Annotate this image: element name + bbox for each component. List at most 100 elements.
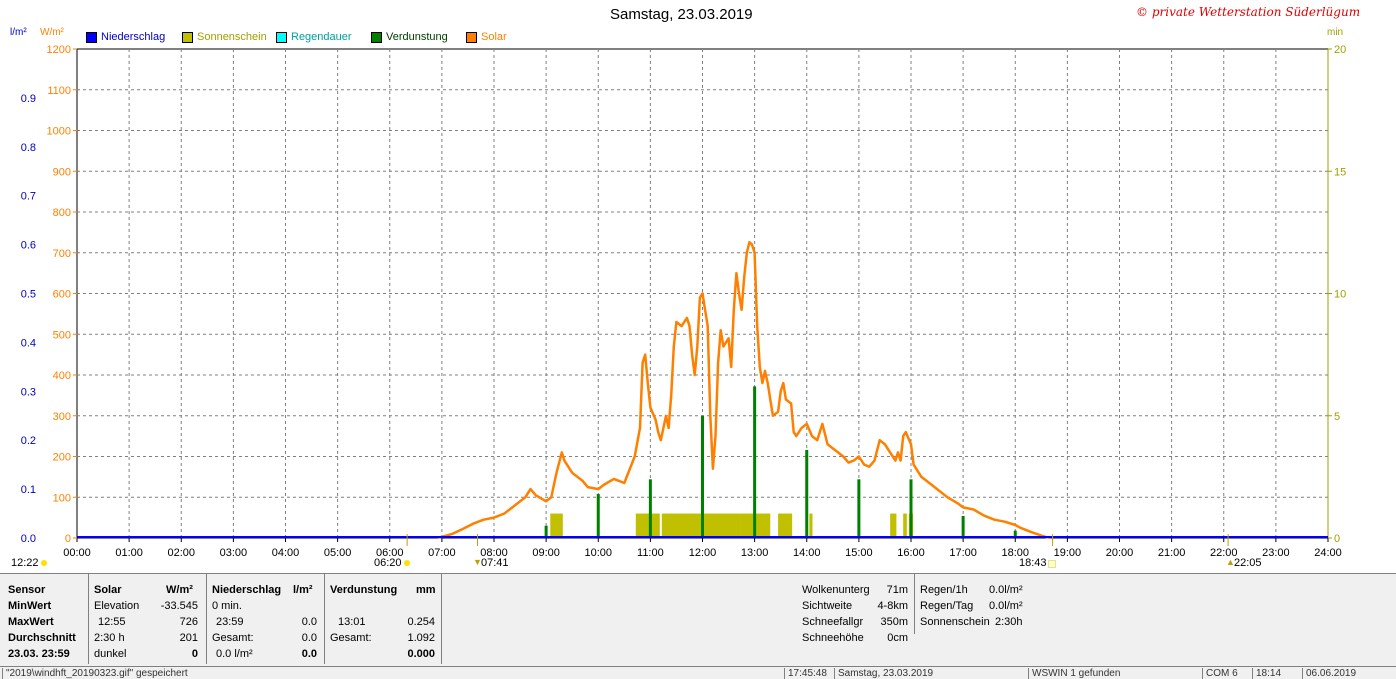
y-tick-label-solar: 1200 [47, 44, 71, 56]
y-tick-label-solar: 900 [53, 166, 71, 178]
x-tick-label: 15:00 [845, 547, 873, 559]
legend-swatch-verdunstung [371, 31, 382, 43]
extra-value-snowline: 350m [880, 616, 908, 628]
event-left-marker [41, 560, 47, 566]
y-tick-label-solar: 600 [53, 289, 71, 301]
rain-extra-label-day: Regen/Tag [920, 600, 974, 612]
y-tick-label-rain: 0.9 [21, 93, 36, 105]
event-sunset: 18:43 [1019, 557, 1047, 569]
x-tick-label: 01:00 [115, 547, 143, 559]
y-tick-label-solar: 1000 [47, 126, 71, 138]
rain-extra-value-day: 0.0l/m² [989, 600, 1023, 612]
evaporation-bar [805, 449, 809, 538]
row-label-avg: Durchschnitt [8, 632, 76, 644]
status-port: COM 6 [1202, 668, 1252, 679]
y-tick-label-rain: 0.0 [21, 533, 36, 545]
event-left-time: 12:22 [11, 557, 39, 569]
x-tick-label: 06:00 [376, 547, 404, 559]
sunshine-bar [778, 513, 793, 538]
event-right-time: 22:05 [1234, 557, 1262, 569]
rain-axis-unit: l/m² [10, 27, 27, 38]
status-bar: "2019\windhft_20190323.gif" gespeichert … [0, 666, 1396, 679]
sunset-marker [1048, 560, 1056, 568]
solar-series-line [436, 240, 1052, 540]
legend-regendauer: Regendauer [276, 31, 352, 43]
evaporation-bar [961, 515, 965, 538]
y-tick-label-rain: 0.7 [21, 191, 36, 203]
evaporation-bar [857, 479, 861, 538]
y-tick-label-solar: 800 [53, 207, 71, 219]
status-date: Samstag, 23.03.2019 [834, 668, 1028, 679]
x-tick-label: 05:00 [324, 547, 352, 559]
y-tick-label-rain: 0.8 [21, 142, 36, 154]
x-tick-label: 20:00 [1106, 547, 1134, 559]
max-solar-time: 12:55 [98, 616, 126, 628]
sunshine-bar [809, 513, 813, 538]
extra-value-cloudbase: 71m [886, 584, 908, 596]
legend-solar: Solar [466, 31, 507, 43]
y-tick-label-minutes: 0 [1334, 533, 1340, 545]
event-daylight-start: 07:41 [481, 557, 509, 569]
extra-value-snowdepth: 0cm [887, 632, 908, 644]
weather-chart: 00:00 01:00 02:00 03:00 04:00 05:00 06:00 07:00… [21, 44, 1347, 559]
y-tick-label-solar: 500 [53, 329, 71, 341]
x-tick-label: 02:00 [167, 547, 195, 559]
x-tick-label: 16:00 [897, 547, 925, 559]
row-label-max: MaxWert [8, 616, 54, 628]
status-clock: 18:14 [1252, 668, 1302, 679]
current-solar-value: 0 [191, 648, 198, 660]
x-tick-label: 14:00 [793, 547, 821, 559]
current-rain-value: 0.0 [301, 648, 317, 660]
max-rain-time: 23:59 [216, 616, 244, 628]
y-tick-label-solar: 200 [53, 452, 71, 464]
event-sunrise: 06:20 [374, 557, 402, 569]
extra-value-visibility: 4-8km [877, 600, 908, 612]
header-solar-unit: W/m² [166, 584, 193, 596]
legend-label-regendauer: Regendauer [291, 31, 352, 43]
x-tick-label: 13:00 [741, 547, 769, 559]
right-time-marker-icon: ▲ [1226, 557, 1235, 567]
x-tick-label: 23:00 [1262, 547, 1290, 559]
header-rain-unit: l/m² [293, 584, 313, 596]
header-evap: Verdunstung [330, 584, 398, 596]
evaporation-bar [544, 525, 548, 538]
rain-extra-label-hour: Regen/1h [920, 584, 968, 596]
legend-swatch-regendauer [276, 31, 287, 43]
minutes-axis-unit: min [1327, 27, 1344, 38]
stats-panel: Sensor Solar W/m² Niederschlag l/m² Verd… [0, 573, 1396, 666]
panel-divider-3 [324, 574, 325, 664]
legend-verdunstung: Verdunstung [371, 31, 448, 43]
y-tick-label-solar: 700 [53, 248, 71, 260]
y-tick-label-solar: 100 [53, 492, 71, 504]
x-tick-label: 24:00 [1314, 547, 1342, 559]
panel-divider-4 [441, 574, 442, 664]
sunrise-marker [404, 560, 410, 566]
y-tick-label-solar: 400 [53, 370, 71, 382]
row-label-current: 23.03. 23:59 [8, 648, 70, 660]
max-solar-value: 726 [179, 616, 198, 628]
status-wswin: WSWIN 1 gefunden [1028, 668, 1202, 679]
y-tick-label-rain: 0.1 [21, 484, 36, 496]
x-tick-label: 10:00 [584, 547, 612, 559]
evaporation-bar [909, 479, 913, 538]
rain-extra-value-sunshine: 2:30h [995, 616, 1023, 628]
y-tick-label-rain: 0.4 [21, 337, 36, 349]
panel-divider-5 [914, 574, 915, 634]
legend-niederschlag: Niederschlag [86, 31, 165, 43]
panel-divider-2 [206, 574, 207, 664]
sunshine-bar [550, 513, 563, 538]
y-tick-label-minutes: 5 [1334, 411, 1340, 423]
evaporation-bar [648, 479, 652, 538]
x-tick-label: 00:00 [63, 547, 91, 559]
extra-label-snowline: Schneefallgr [802, 616, 864, 628]
x-tick-label: 19:00 [1054, 547, 1082, 559]
avg-rain-value: 0.0 [301, 632, 317, 644]
x-tick-label: 08:00 [480, 547, 508, 559]
avg-solar-time: 2:30 h [94, 632, 125, 644]
max-rain-value: 0.0 [301, 616, 317, 628]
evaporation-bar [1013, 530, 1017, 538]
evaporation-bar [753, 386, 757, 538]
y-tick-label-solar: 300 [53, 411, 71, 423]
y-tick-label-solar: 0 [65, 533, 71, 545]
current-rain-time: 0.0 l/m² [216, 648, 253, 660]
